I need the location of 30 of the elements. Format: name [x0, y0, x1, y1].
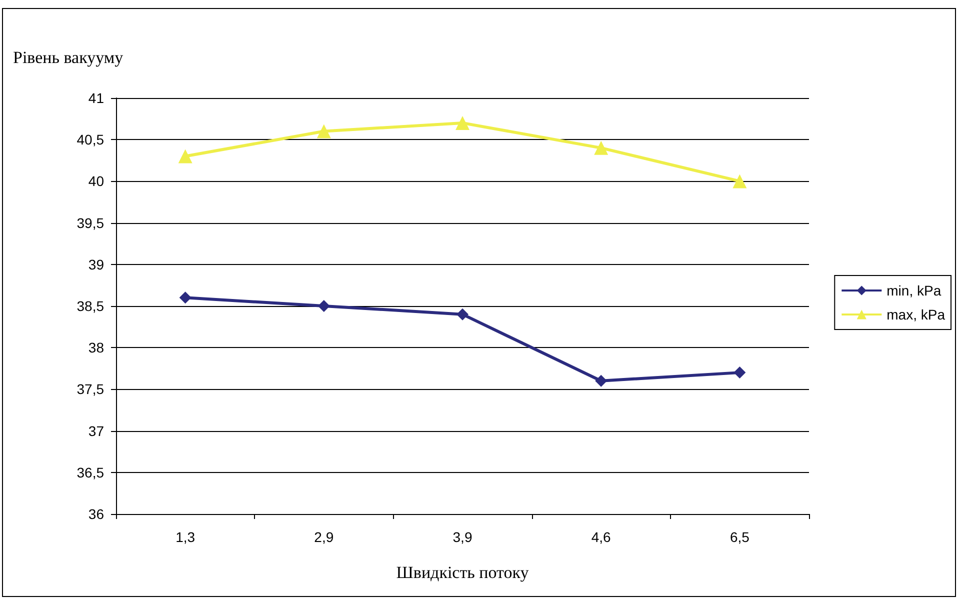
y-tick-label: 39 [88, 256, 104, 272]
y-tick-label: 36,5 [76, 464, 104, 480]
y-tick-label: 37,5 [76, 381, 104, 398]
y-tick-label: 40,5 [76, 132, 104, 148]
y-tick-label: 38,5 [76, 298, 104, 314]
x-tick-label: 2,9 [314, 529, 334, 545]
y-tick-label: 41 [88, 90, 104, 106]
point [456, 116, 470, 130]
legend-label: min, kPa [886, 282, 942, 298]
x-axis-title: Швидкість потоку [396, 563, 530, 582]
point [178, 149, 192, 164]
point [316, 124, 331, 138]
x-tick-label: 3,9 [452, 529, 472, 545]
point [179, 292, 192, 304]
point [732, 174, 747, 188]
y-axis-title: Рівень вакууму [13, 48, 124, 67]
y-tick-label: 38 [88, 340, 104, 356]
point [595, 374, 608, 387]
y-tick-label: 40 [88, 173, 104, 190]
y-tick-label: 39,5 [76, 214, 104, 231]
x-tick-label: 6,5 [730, 529, 750, 545]
x-tick-label: 1,3 [176, 529, 196, 545]
point [456, 308, 468, 320]
y-tick-label: 36 [88, 506, 104, 522]
point [318, 300, 330, 312]
x-tick-label: 4,6 [591, 529, 612, 545]
point [594, 140, 608, 155]
legend-label: max, kPa [886, 306, 946, 322]
y-tick-label: 37 [88, 422, 104, 439]
point [734, 366, 746, 379]
